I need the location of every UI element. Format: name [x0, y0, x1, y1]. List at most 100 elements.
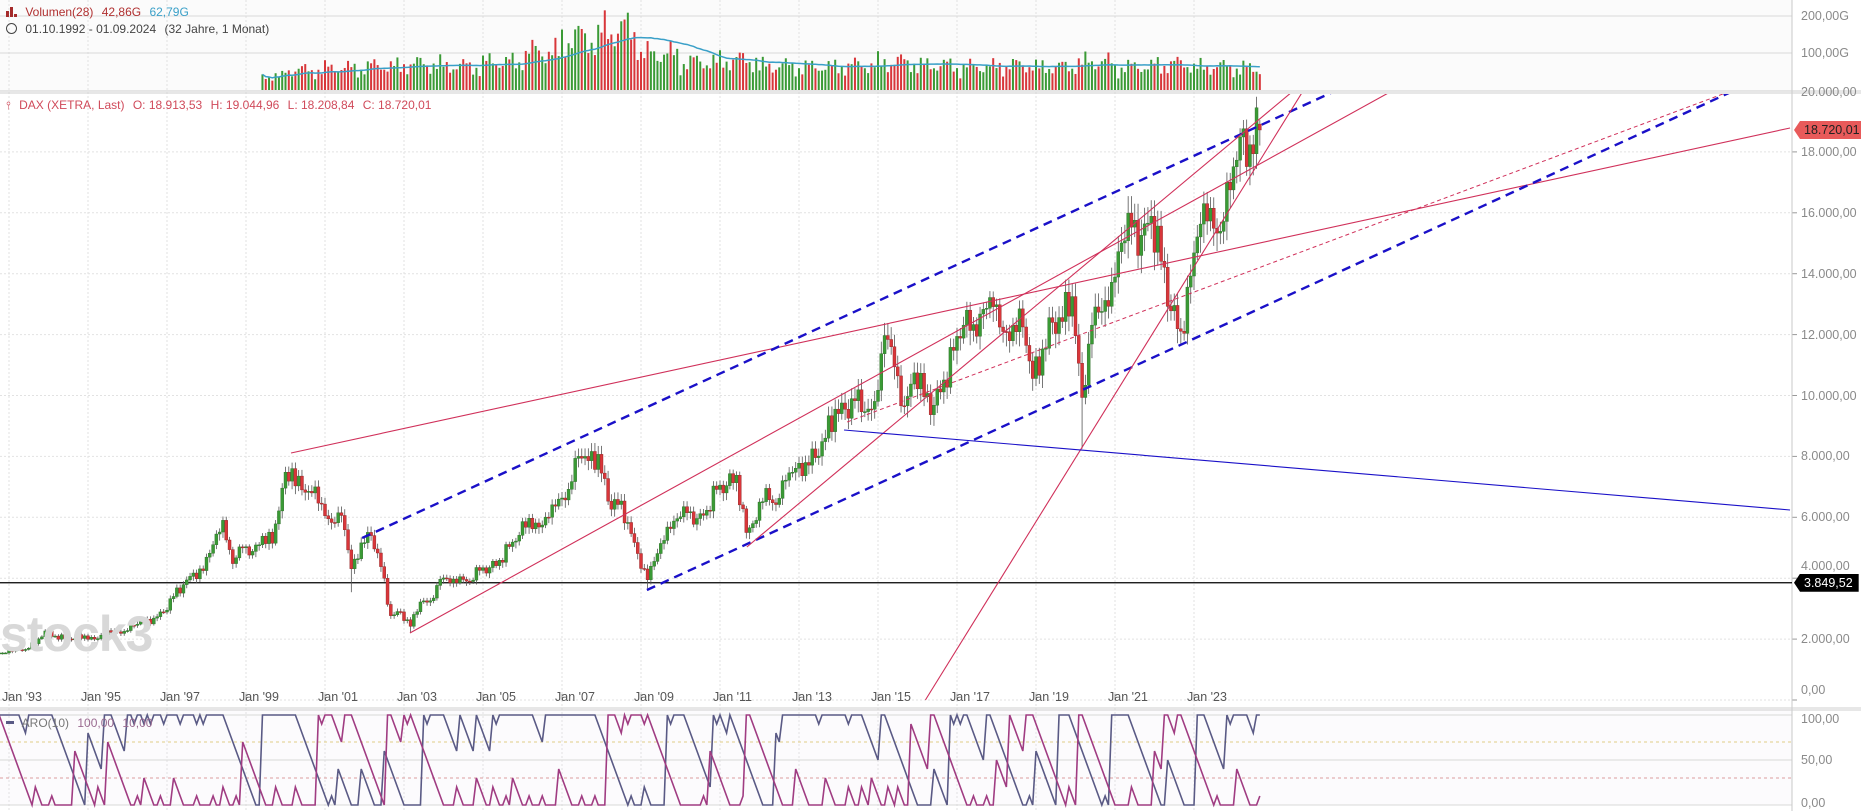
- candle-body: [744, 508, 749, 533]
- candle-body: [968, 309, 972, 331]
- candle-body: [889, 339, 893, 347]
- candle: [935, 380, 939, 414]
- candle-body: [810, 448, 814, 466]
- candle-body: [402, 611, 406, 621]
- candle: [1090, 312, 1094, 359]
- candle: [869, 398, 874, 421]
- candle-body: [329, 518, 334, 523]
- candle: [92, 635, 97, 642]
- volume-bar: [590, 42, 593, 90]
- candle: [1254, 96, 1259, 169]
- candle-body: [471, 579, 475, 582]
- volume-bar: [659, 61, 662, 90]
- candle: [63, 632, 67, 641]
- candle: [227, 536, 232, 555]
- candle-body: [836, 408, 841, 414]
- candle: [708, 505, 712, 519]
- aro-tick-label: 100,00: [1801, 712, 1840, 726]
- candle: [389, 601, 393, 619]
- candle-body: [817, 455, 821, 458]
- volume-bar: [1232, 77, 1235, 90]
- candle-body: [616, 499, 620, 505]
- candle: [198, 565, 202, 583]
- candle: [254, 542, 258, 558]
- candle: [909, 373, 913, 408]
- candle-body: [1054, 322, 1058, 334]
- candle-body: [448, 578, 452, 583]
- volume-bar: [903, 59, 906, 90]
- candle-body: [372, 535, 377, 550]
- candle-body: [649, 565, 653, 580]
- candle: [892, 334, 897, 380]
- y-tick-label: 4.000,00: [1801, 558, 1850, 573]
- candle-body: [1116, 251, 1120, 278]
- candle: [379, 547, 383, 572]
- red-solid-trendline: [924, 94, 1302, 701]
- volume-bar: [1011, 59, 1014, 90]
- candle: [211, 541, 215, 557]
- candle: [1060, 305, 1065, 329]
- candle: [165, 607, 169, 615]
- candle-body: [784, 479, 788, 482]
- candle: [1096, 293, 1101, 319]
- volume-bar: [393, 65, 396, 90]
- volume-bar: [804, 60, 807, 90]
- volume-bar: [1120, 67, 1123, 90]
- candle: [408, 617, 413, 634]
- candle: [1238, 128, 1242, 182]
- candle-body: [619, 500, 623, 505]
- candle: [224, 516, 228, 543]
- candle-body: [537, 522, 541, 528]
- candle: [425, 597, 429, 606]
- candle-body: [724, 485, 729, 494]
- candle: [701, 508, 706, 521]
- volume-bar: [347, 60, 350, 90]
- volume-bar: [291, 76, 294, 90]
- candle-body: [1080, 363, 1084, 398]
- candle-body: [1073, 296, 1078, 336]
- volume-bar: [817, 70, 820, 90]
- volume-bar: [1002, 76, 1005, 90]
- candle: [675, 513, 679, 528]
- stock3-watermark: stock3: [0, 606, 153, 662]
- volume-bar: [824, 69, 827, 90]
- volume-bar: [564, 57, 567, 90]
- volume-bar: [1104, 58, 1107, 90]
- candle: [445, 574, 449, 582]
- candle-body: [612, 499, 617, 510]
- aro-panel: [0, 709, 1792, 805]
- candle-body: [1238, 136, 1242, 161]
- candle-body: [399, 611, 403, 613]
- candle-body: [1001, 326, 1005, 332]
- candle: [942, 371, 946, 404]
- volume-bar: [847, 63, 850, 90]
- candle-body: [7, 650, 11, 654]
- volume-bar: [1239, 74, 1242, 90]
- candle-body: [787, 472, 791, 481]
- volume-bar: [863, 68, 866, 90]
- volume-bar: [1163, 65, 1166, 90]
- volume-bar: [1219, 62, 1222, 90]
- candle: [563, 491, 567, 508]
- volume-bar: [1186, 67, 1189, 90]
- candle-body: [415, 611, 419, 615]
- x-tick-label: Jan '93: [2, 690, 42, 704]
- candle-body: [813, 448, 818, 458]
- volume-bar: [607, 39, 610, 90]
- candle: [728, 469, 732, 490]
- candle: [1017, 300, 1022, 347]
- volume-bar: [649, 51, 652, 90]
- volume-bar: [919, 57, 922, 90]
- volume-bar: [337, 72, 340, 90]
- candle-body: [1244, 128, 1249, 167]
- candle: [599, 445, 604, 483]
- candle-body: [932, 405, 936, 415]
- candle-body: [731, 473, 735, 483]
- candle-body: [869, 408, 874, 411]
- blue-dashed-trendline: [646, 94, 1730, 592]
- volume-bar: [1084, 51, 1087, 90]
- candle: [369, 526, 373, 541]
- candle-body: [965, 309, 969, 326]
- volume-bar: [883, 59, 886, 90]
